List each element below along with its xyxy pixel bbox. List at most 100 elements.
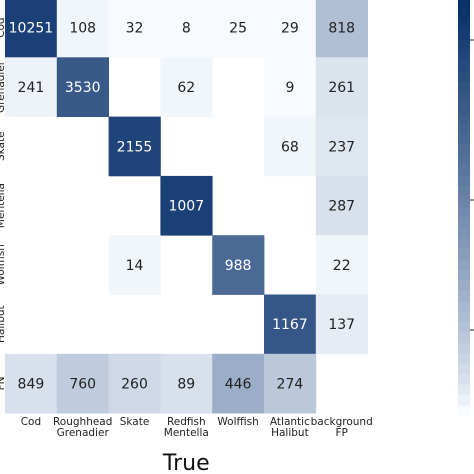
heatmap-cell — [160, 175, 213, 236]
colorbar-segment — [458, 92, 470, 103]
colorbar-segment — [458, 0, 470, 9]
cell-value-label: 25 — [229, 21, 247, 37]
heatmap-cell — [160, 57, 213, 117]
cell-value-label: 137 — [328, 317, 355, 333]
heatmap-cell — [315, 57, 368, 117]
colorbar-segment — [458, 280, 470, 292]
x-tick-label: Mentella — [164, 427, 209, 439]
heatmap-cell — [160, 0, 213, 58]
colorbar-segment — [458, 50, 470, 62]
colorbar-segment — [458, 81, 470, 93]
colorbar-segment — [458, 363, 470, 375]
colorbar-segment — [458, 217, 470, 229]
cell-value-label: 760 — [69, 376, 96, 392]
heatmap-cell — [315, 0, 368, 58]
cell-value-label: 1167 — [272, 317, 308, 333]
y-tick-label: Mentella — [0, 183, 7, 228]
colorbar-segment — [458, 112, 470, 124]
colorbar-segment — [458, 186, 470, 198]
heatmap-cell — [5, 353, 58, 414]
colorbar-segment — [458, 238, 470, 250]
heatmap-cell — [315, 175, 368, 236]
colorbar-segment — [458, 133, 470, 145]
colorbar-segment — [458, 301, 470, 312]
heatmap-cell — [264, 353, 317, 414]
heatmap-cell — [264, 0, 317, 58]
x-tick-label: Roughhead — [53, 416, 112, 428]
heatmap-cell — [212, 235, 265, 295]
x-tick-label: Wolffish — [217, 416, 258, 428]
x-tick-label: Skate — [120, 416, 150, 428]
x-tick-label: FP — [336, 427, 348, 439]
cell-value-label: 241 — [18, 80, 45, 96]
cell-value-label: 260 — [121, 376, 148, 392]
cell-value-label: 287 — [328, 199, 355, 215]
colorbar-segment — [458, 321, 470, 333]
colorbar-segment — [458, 60, 470, 72]
colorbar-segment — [458, 342, 470, 354]
colorbar-segment — [458, 405, 470, 417]
x-tick-label: Halibut — [271, 427, 309, 439]
heatmap-cell — [264, 116, 317, 177]
heatmap-cell — [315, 235, 368, 295]
colorbar-segment — [458, 196, 470, 208]
colorbar-segment — [458, 8, 470, 20]
heatmap-cell — [56, 0, 109, 58]
y-tick-label: Halibut — [0, 305, 7, 343]
heatmap-cell — [264, 57, 317, 117]
cell-value-label: 3530 — [65, 80, 101, 96]
cell-value-label: 274 — [277, 376, 304, 392]
cell-value-label: 22 — [333, 258, 351, 274]
colorbar-segment — [458, 18, 470, 30]
colorbar-segment — [458, 384, 470, 396]
colorbar-segment — [458, 259, 470, 271]
y-tick-label: Wolffish — [0, 244, 7, 285]
heatmap-cell — [56, 57, 109, 117]
colorbar-segment — [458, 269, 470, 281]
colorbar-segment — [458, 165, 470, 177]
x-tick-label: background — [311, 416, 373, 428]
heatmap-cell — [212, 0, 265, 58]
cell-value-label: 108 — [69, 21, 96, 37]
heatmap-cell — [108, 116, 161, 177]
x-tick-label: Grenadier — [57, 427, 110, 439]
cell-value-label: 2155 — [117, 139, 153, 155]
heatmap-cell — [315, 116, 368, 177]
colorbar-segment — [458, 395, 470, 407]
heatmap-cell — [108, 353, 161, 414]
cell-value-label: 988 — [225, 258, 252, 274]
cell-value-label: 14 — [126, 258, 144, 274]
x-axis-title: True — [162, 451, 210, 474]
heatmap-cell — [264, 294, 317, 355]
heatmap-cell — [108, 235, 161, 295]
cell-value-label: 446 — [225, 376, 252, 392]
colorbar-segment — [458, 29, 470, 41]
heatmap-cell — [160, 353, 213, 414]
colorbar-segment — [458, 311, 470, 323]
colorbar-segment — [458, 175, 470, 187]
heatmap-cell — [56, 353, 109, 414]
cell-value-label: 261 — [328, 80, 355, 96]
cell-value-label: 849 — [18, 376, 45, 392]
heatmap-cell — [315, 294, 368, 355]
heatmap-cell — [108, 0, 161, 58]
cell-value-label: 89 — [177, 376, 195, 392]
x-tick-label: Atlantic — [270, 416, 310, 428]
colorbar-segment — [458, 332, 470, 344]
y-tick-label: Grenadier — [0, 60, 7, 113]
cell-value-label: 8 — [182, 21, 191, 37]
colorbar-segment — [458, 154, 470, 166]
y-tick-label: Cod — [0, 17, 7, 37]
x-tick-label: Redfish — [167, 416, 206, 428]
colorbar-segment — [458, 227, 470, 239]
colorbar-segment — [458, 102, 470, 114]
cell-value-label: 29 — [281, 21, 299, 37]
cell-value-label: 1007 — [168, 199, 204, 215]
colorbar-segment — [458, 353, 470, 365]
heatmap-cell — [5, 57, 58, 117]
cell-value-label: 62 — [177, 80, 195, 96]
cell-value-label: 10251 — [9, 21, 54, 37]
colorbar-segment — [458, 39, 470, 51]
colorbar-segment — [458, 290, 470, 302]
